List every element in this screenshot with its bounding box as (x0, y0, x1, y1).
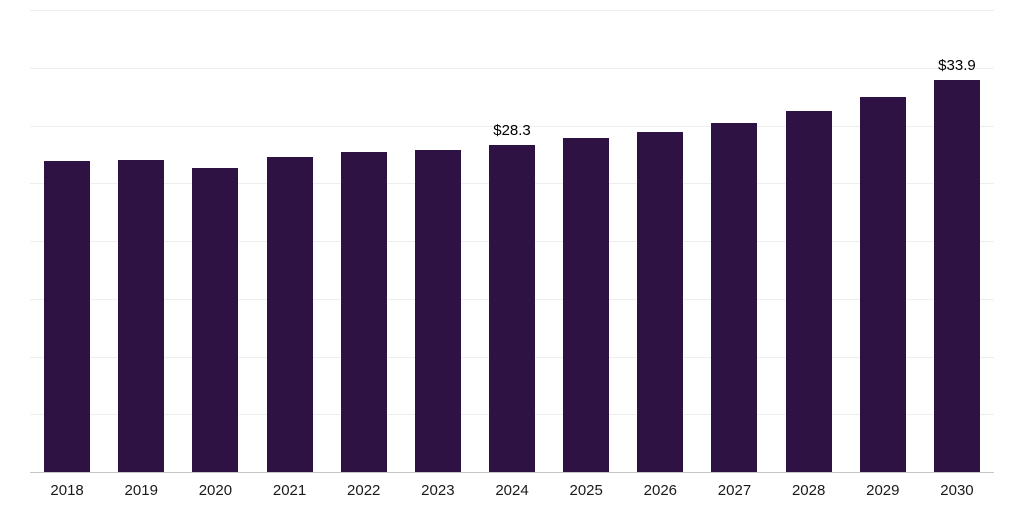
bar-2021 (266, 156, 313, 472)
bar-2018 (44, 161, 91, 472)
bar-2030 (933, 80, 980, 472)
bar-2028 (785, 110, 832, 472)
x-tick-label-2018: 2018 (50, 482, 84, 499)
bars-container: $28.3 $33.9 (30, 10, 994, 472)
bar-2027 (711, 123, 758, 472)
x-tick-label-2027: 2027 (717, 482, 752, 499)
bar-slot-2026 (623, 10, 697, 472)
bar-slot-2023 (401, 10, 475, 472)
plot-area: $28.3 $33.9 (30, 10, 994, 473)
bar-2019 (118, 160, 165, 472)
bar-2024 (489, 145, 536, 472)
x-tick-label-2024: 2024 (495, 482, 529, 499)
bar-slot-2021 (252, 10, 326, 472)
bar-slot-2029 (846, 10, 920, 472)
x-tick-label-2022: 2022 (347, 482, 381, 499)
bar-2029 (859, 96, 906, 472)
bar-slot-2018 (30, 10, 104, 472)
x-axis-baseline (30, 472, 994, 473)
gridline (30, 10, 994, 11)
bar-slot-2020 (178, 10, 252, 472)
x-tick-label-2025: 2025 (569, 482, 603, 499)
bar-2023 (414, 149, 461, 472)
x-tick-label-2021: 2021 (272, 482, 307, 499)
bar-slot-2019 (104, 10, 178, 472)
bar-slot-2030: $33.9 (920, 10, 994, 472)
x-tick-label-2026: 2026 (643, 482, 678, 499)
gridline (30, 67, 994, 69)
x-tick-label-2029: 2029 (866, 482, 900, 499)
bar-2025 (563, 138, 610, 472)
gridline (30, 125, 994, 127)
bar-2026 (637, 132, 684, 472)
bar-value-label-2030: $33.9 (938, 57, 976, 75)
x-axis: 2018 2019 2020 2021 2022 2023 2024 2025 2026 2027… (30, 482, 994, 499)
bar-slot-2025 (549, 10, 623, 472)
bar-value-label-2024: $28.3 (493, 122, 531, 140)
x-tick-label-2019: 2019 (124, 482, 158, 499)
bar-slot-2024: $28.3 (475, 10, 549, 472)
bar-2022 (340, 152, 387, 472)
x-tick-label-2020: 2020 (198, 482, 233, 499)
bar-slot-2027 (697, 10, 771, 472)
bar-slot-2022 (327, 10, 401, 472)
x-tick-label-2023: 2023 (421, 482, 455, 499)
x-tick-label-2030: 2030 (940, 482, 974, 499)
bar-2020 (192, 168, 239, 472)
x-tick-label-2028: 2028 (791, 482, 826, 499)
bar-slot-2028 (772, 10, 846, 472)
